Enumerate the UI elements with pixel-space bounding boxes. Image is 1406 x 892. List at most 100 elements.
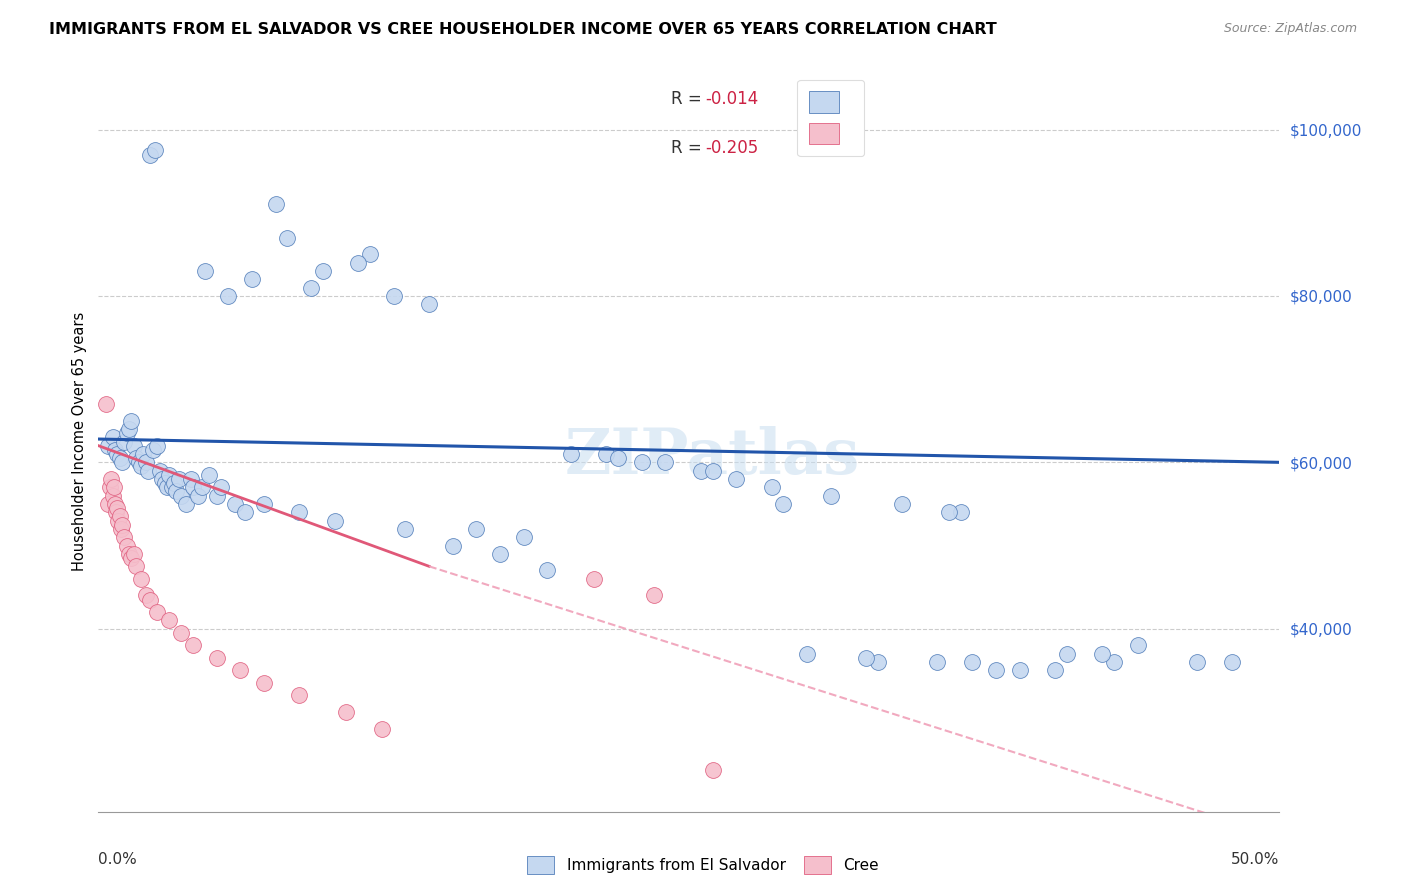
Point: [139, 592, 162, 607]
Point: [101, 489, 124, 503]
Point: [129, 459, 152, 474]
Point: [121, 551, 143, 566]
Point: [796, 647, 818, 661]
Point: [371, 722, 394, 736]
Point: [890, 497, 912, 511]
Point: [105, 505, 128, 519]
Text: 0.0%: 0.0%: [98, 853, 138, 867]
Point: [163, 476, 186, 491]
Point: [217, 289, 239, 303]
Point: [139, 147, 162, 161]
Point: [925, 655, 948, 669]
Point: [938, 505, 960, 519]
Point: [198, 467, 221, 482]
Point: [167, 472, 190, 486]
Legend: , : ,: [797, 79, 865, 156]
Y-axis label: Householder Income Over 65 years: Householder Income Over 65 years: [72, 312, 87, 571]
Point: [820, 489, 842, 503]
Text: ZIPatlas: ZIPatlas: [565, 425, 860, 487]
Text: R =: R =: [671, 139, 707, 158]
Point: [465, 522, 488, 536]
Text: -0.014: -0.014: [706, 90, 759, 108]
Point: [359, 247, 381, 261]
Point: [115, 426, 138, 441]
Point: [264, 197, 287, 211]
Point: [112, 434, 135, 449]
Point: [276, 231, 298, 245]
Point: [181, 480, 204, 494]
Point: [224, 497, 246, 511]
Text: Source: ZipAtlas.com: Source: ZipAtlas.com: [1223, 22, 1357, 36]
Point: [110, 522, 132, 536]
Point: [1043, 663, 1066, 677]
Point: [1091, 647, 1114, 661]
Point: [125, 559, 148, 574]
Point: [108, 451, 131, 466]
Point: [112, 530, 135, 544]
Text: N =: N =: [811, 139, 848, 158]
Point: [347, 255, 370, 269]
Point: [654, 455, 676, 469]
Point: [253, 675, 276, 690]
Point: [156, 480, 179, 494]
Point: [187, 489, 209, 503]
Point: [157, 614, 180, 628]
Point: [984, 663, 1007, 677]
Point: [205, 650, 228, 665]
Point: [142, 442, 165, 457]
Point: [866, 655, 889, 669]
Point: [94, 397, 117, 411]
Point: [855, 650, 877, 665]
Point: [725, 472, 748, 486]
Point: [115, 539, 138, 553]
Text: 90: 90: [841, 90, 865, 108]
Point: [105, 501, 128, 516]
Point: [104, 497, 127, 511]
Point: [962, 655, 984, 669]
Point: [170, 489, 193, 503]
Point: [418, 297, 440, 311]
Point: [107, 514, 129, 528]
Point: [132, 447, 155, 461]
Text: -0.205: -0.205: [706, 139, 759, 158]
Point: [512, 530, 534, 544]
Point: [702, 464, 724, 478]
Point: [1220, 655, 1243, 669]
Text: R =: R =: [671, 90, 707, 108]
Point: [607, 451, 630, 466]
Point: [128, 455, 150, 469]
Point: [135, 455, 157, 469]
Point: [101, 430, 124, 444]
Point: [122, 547, 145, 561]
Text: 50.0%: 50.0%: [1232, 853, 1279, 867]
Point: [121, 414, 143, 428]
Point: [312, 264, 335, 278]
Point: [382, 289, 405, 303]
Point: [233, 505, 256, 519]
Legend: Immigrants from El Salvador, Cree: Immigrants from El Salvador, Cree: [520, 850, 886, 880]
Point: [191, 480, 214, 494]
Point: [153, 476, 176, 491]
Point: [165, 484, 187, 499]
Point: [170, 625, 193, 640]
Point: [194, 264, 217, 278]
Point: [1126, 638, 1149, 652]
Point: [630, 455, 652, 469]
Point: [288, 688, 311, 702]
Point: [299, 280, 322, 294]
Point: [253, 497, 276, 511]
Point: [772, 497, 794, 511]
Point: [240, 272, 263, 286]
Point: [560, 447, 582, 461]
Point: [157, 467, 180, 482]
Text: 35: 35: [841, 139, 865, 158]
Point: [146, 439, 169, 453]
Text: N =: N =: [811, 90, 848, 108]
Point: [105, 447, 128, 461]
Point: [209, 480, 232, 494]
Point: [583, 572, 606, 586]
Point: [394, 522, 416, 536]
Point: [689, 464, 711, 478]
Point: [97, 497, 120, 511]
Point: [702, 763, 724, 777]
